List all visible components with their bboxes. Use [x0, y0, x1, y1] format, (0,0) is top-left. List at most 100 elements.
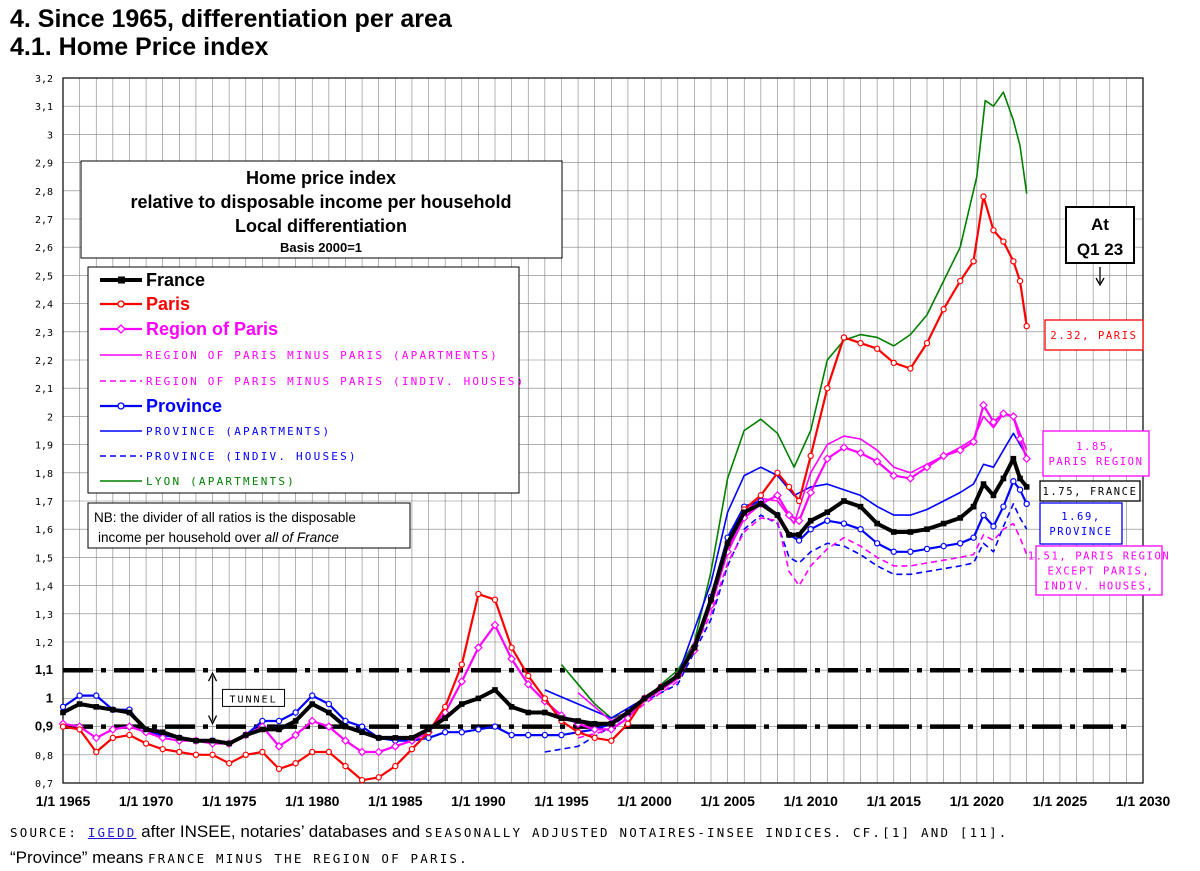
- data-point: [392, 735, 399, 741]
- data-point: [176, 735, 183, 741]
- data-point: [441, 703, 449, 711]
- end-label-text: EXCEPT PARIS,: [1048, 566, 1151, 578]
- data-point: [390, 741, 400, 751]
- data-point: [970, 503, 977, 510]
- chart-title-line: Home price index: [246, 168, 396, 188]
- data-point: [857, 339, 864, 347]
- x-tick-label: 1/1 1995: [534, 793, 589, 809]
- data-point: [326, 709, 332, 716]
- data-point: [458, 729, 465, 736]
- source-prefix: SOURCE:: [10, 825, 88, 840]
- data-point: [1023, 484, 1030, 490]
- y-tick-label: 2: [47, 412, 53, 423]
- data-point: [1016, 486, 1024, 493]
- y-tick-label: 2,1: [35, 384, 53, 395]
- data-point: [292, 709, 299, 716]
- end-label-text: 1.75, FRANCE: [1042, 486, 1137, 498]
- data-point: [969, 437, 978, 447]
- legend-item-province: Province: [100, 396, 222, 416]
- data-point: [508, 704, 515, 710]
- data-point: [523, 679, 533, 689]
- data-point: [342, 762, 349, 770]
- data-point: [259, 726, 266, 733]
- data-point: [691, 644, 698, 651]
- data-point: [796, 532, 802, 538]
- legend-item-france: France: [100, 270, 205, 290]
- province-note-tail: FRANCE MINUS THE REGION OF PARIS.: [147, 851, 469, 866]
- y-tick-label: 2,2: [35, 356, 53, 367]
- data-point: [907, 529, 914, 535]
- source-link[interactable]: IGEDD: [87, 825, 137, 840]
- series-prov_apart: [544, 432, 1028, 719]
- y-tick-label: 0,8: [35, 751, 53, 762]
- data-point: [773, 491, 782, 500]
- data-point: [525, 709, 532, 716]
- legend-item-rp_apart: REGION OF PARIS MINUS PARIS (APARTMENTS): [100, 349, 497, 362]
- end-label-text: PROVINCE: [1049, 526, 1112, 538]
- y-tick-label: 1,1: [35, 662, 53, 677]
- data-point: [873, 345, 881, 352]
- y-tick-label: 1,7: [35, 497, 53, 508]
- x-tick-label: 1/1 2000: [617, 793, 672, 809]
- data-point: [507, 654, 516, 664]
- legend-label: REGION OF PARIS MINUS PARIS (INDIV. HOUS…: [146, 375, 525, 388]
- data-point: [795, 537, 803, 544]
- y-tick-label: 3,1: [35, 102, 53, 113]
- legend-marker: [117, 402, 125, 410]
- data-point: [341, 736, 350, 746]
- data-point: [786, 532, 792, 538]
- source-line: SOURCE: IGEDD after INSEE, notaries’ dat…: [10, 822, 1009, 842]
- y-tick-label: 1: [46, 690, 53, 705]
- data-point: [541, 731, 549, 739]
- data-point: [275, 765, 283, 773]
- page-subheading: 4.1. Home Price index: [10, 33, 269, 61]
- data-point: [375, 735, 382, 741]
- data-point: [907, 548, 914, 555]
- at-label: At: [1091, 215, 1109, 234]
- data-point: [939, 451, 948, 461]
- y-tick-label: 2,6: [35, 243, 53, 254]
- end-label-text: INDIV. HOUSES,: [1044, 581, 1155, 593]
- data-point: [907, 365, 914, 372]
- legend-marker: [118, 276, 125, 284]
- end-label-frame: [1042, 430, 1150, 477]
- data-point: [591, 734, 598, 742]
- legend-item-prov_apart: PROVINCE (APARTMENTS): [100, 425, 329, 438]
- data-point: [980, 193, 987, 200]
- data-point: [242, 732, 249, 738]
- data-point: [358, 776, 366, 784]
- data-point: [840, 520, 848, 527]
- data-point: [226, 740, 232, 747]
- y-tick-label: 2,3: [35, 328, 53, 339]
- data-point: [159, 745, 166, 753]
- data-point: [979, 400, 988, 410]
- data-point: [822, 454, 832, 464]
- end-label-text: 1.51, PARIS REGION: [1028, 551, 1171, 563]
- x-tick-label: 1/1 1985: [368, 793, 423, 809]
- note-italic: all of France: [265, 530, 339, 545]
- end-label-text: 1.85,: [1076, 441, 1116, 453]
- data-point: [508, 731, 515, 739]
- data-point: [325, 700, 333, 708]
- data-point: [970, 258, 977, 265]
- legend: France Paris Region of Paris REGION OF PARI…: [87, 266, 525, 494]
- legend-frame: [87, 266, 520, 494]
- data-point: [392, 762, 399, 770]
- data-point: [999, 409, 1008, 418]
- data-point: [126, 731, 133, 739]
- legend-label: Province: [146, 396, 222, 416]
- data-point: [1023, 322, 1030, 330]
- data-point: [209, 751, 216, 759]
- data-point: [674, 673, 681, 679]
- y-tick-label: 0,9: [35, 719, 53, 734]
- data-point: [1000, 238, 1007, 245]
- data-point: [309, 701, 316, 707]
- y-tick-label: 1,3: [35, 610, 53, 621]
- data-point: [492, 687, 498, 693]
- series-prov_houses: [544, 502, 1028, 753]
- data-point: [824, 517, 831, 524]
- data-point: [990, 492, 997, 499]
- x-tick-label: 1/1 1975: [202, 793, 257, 809]
- data-point: [558, 715, 565, 721]
- province-note: “Province” means FRANCE MINUS THE REGION…: [10, 848, 469, 868]
